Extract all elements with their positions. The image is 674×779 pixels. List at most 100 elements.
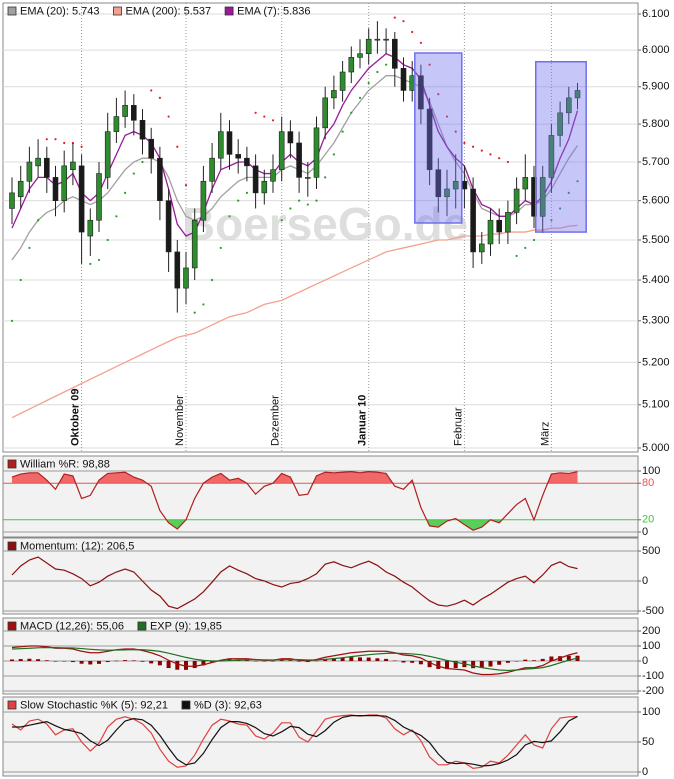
legend-swatch bbox=[7, 700, 17, 710]
sar-dot bbox=[132, 172, 135, 175]
y-tick-label: 5.600 bbox=[642, 195, 670, 207]
candle-body bbox=[548, 135, 555, 178]
sar-dot bbox=[193, 311, 196, 314]
histogram-bar bbox=[62, 661, 67, 662]
candle-body bbox=[505, 212, 511, 233]
candle-body bbox=[131, 105, 137, 121]
histogram-bar bbox=[358, 657, 362, 661]
sar-dot bbox=[515, 254, 518, 258]
sar-dot bbox=[472, 145, 475, 148]
candle-body bbox=[52, 177, 59, 201]
panel bbox=[3, 630, 638, 692]
sar-dot bbox=[80, 145, 83, 148]
sar-dot bbox=[184, 184, 188, 187]
candle-body bbox=[70, 161, 76, 170]
sar-dot bbox=[550, 219, 553, 222]
y-tick-label: 5.700 bbox=[642, 156, 670, 168]
histogram-bar bbox=[540, 658, 545, 661]
candle-body bbox=[139, 120, 146, 140]
y-tick-label: -500 bbox=[642, 605, 664, 617]
sar-dot bbox=[298, 199, 301, 202]
y-tick-label: 5.400 bbox=[642, 274, 670, 286]
candle-body bbox=[26, 161, 33, 182]
legend-swatch bbox=[7, 541, 17, 551]
x-tick-label: März bbox=[539, 422, 551, 446]
candle-body bbox=[87, 219, 94, 237]
sar-dot bbox=[445, 115, 449, 118]
sar-dot bbox=[506, 160, 509, 164]
legend-label: MACD (12,26): 55,06 bbox=[20, 620, 124, 632]
candle-body bbox=[122, 105, 128, 117]
histogram-bar bbox=[523, 659, 528, 661]
legend-label: EMA (20): 5.743 bbox=[20, 5, 100, 17]
histogram-bar bbox=[375, 658, 380, 661]
sar-dot bbox=[245, 191, 248, 194]
sar-dot bbox=[228, 215, 231, 218]
histogram-bar bbox=[271, 661, 275, 662]
histogram-bar bbox=[427, 661, 432, 668]
candle-body bbox=[374, 38, 381, 41]
sar-dot bbox=[158, 96, 161, 99]
y-tick-label: 80 bbox=[642, 477, 654, 489]
candle-body bbox=[157, 157, 163, 201]
sar-dot bbox=[45, 138, 48, 141]
histogram-bar bbox=[314, 660, 319, 662]
candle-body bbox=[61, 165, 68, 201]
candle-body bbox=[261, 180, 268, 194]
candle-body bbox=[331, 90, 337, 99]
y-tick-label: 5.900 bbox=[642, 81, 670, 93]
candle-body bbox=[183, 267, 189, 289]
histogram-bar bbox=[453, 661, 458, 669]
legend-label: %D (3): 92,63 bbox=[194, 699, 262, 711]
histogram-bar bbox=[488, 661, 493, 667]
panel-frame bbox=[2, 696, 639, 777]
candle-body bbox=[78, 165, 85, 233]
legend-label: Slow Stochastic %K (5): 92,21 bbox=[20, 699, 168, 711]
histogram-bar bbox=[27, 658, 32, 661]
y-tick-label: 5.300 bbox=[642, 315, 670, 327]
histogram-bar bbox=[244, 659, 249, 661]
y-tick-label: 100 bbox=[642, 640, 660, 652]
candle-body bbox=[470, 188, 476, 253]
y-tick-label: 5.200 bbox=[642, 356, 670, 368]
candle-body bbox=[226, 131, 233, 155]
histogram-bar bbox=[79, 661, 84, 664]
candle-body bbox=[35, 157, 41, 167]
histogram-bar bbox=[166, 661, 171, 669]
sar-dot bbox=[167, 115, 170, 118]
candle-body bbox=[513, 188, 520, 213]
histogram-bar bbox=[10, 659, 14, 661]
legend-swatch bbox=[113, 6, 122, 16]
histogram-bar bbox=[297, 661, 302, 662]
sar-dot bbox=[385, 63, 388, 66]
histogram-bar bbox=[201, 661, 206, 666]
histogram-bar bbox=[192, 661, 197, 669]
sar-dot bbox=[393, 16, 396, 19]
histogram-bar bbox=[479, 661, 484, 668]
candle-body bbox=[218, 131, 224, 159]
candle-body bbox=[287, 131, 294, 144]
histogram-bar bbox=[97, 661, 101, 664]
sar-dot bbox=[306, 203, 309, 206]
sar-dot bbox=[54, 138, 57, 141]
histogram-bar bbox=[532, 660, 536, 661]
x-tick-label: November bbox=[174, 395, 186, 446]
sar-dot bbox=[124, 191, 127, 194]
sar-dot bbox=[567, 191, 570, 194]
histogram-bar bbox=[392, 660, 397, 662]
y-tick-label: -100 bbox=[642, 670, 664, 682]
legend-swatch bbox=[181, 700, 191, 710]
candle-body bbox=[270, 169, 276, 182]
legend-swatch bbox=[7, 459, 17, 469]
histogram-bar bbox=[288, 660, 293, 661]
histogram-bar bbox=[514, 661, 519, 662]
histogram-bar bbox=[157, 661, 162, 666]
histogram-bar bbox=[140, 661, 145, 662]
x-tick-label: Oktober 09 bbox=[70, 389, 82, 446]
legend-swatch bbox=[137, 621, 147, 631]
y-tick-label: -200 bbox=[642, 685, 664, 697]
histogram-bar bbox=[44, 660, 49, 661]
sar-dot bbox=[341, 130, 344, 133]
histogram-bar bbox=[36, 659, 41, 661]
histogram-bar bbox=[349, 657, 354, 661]
